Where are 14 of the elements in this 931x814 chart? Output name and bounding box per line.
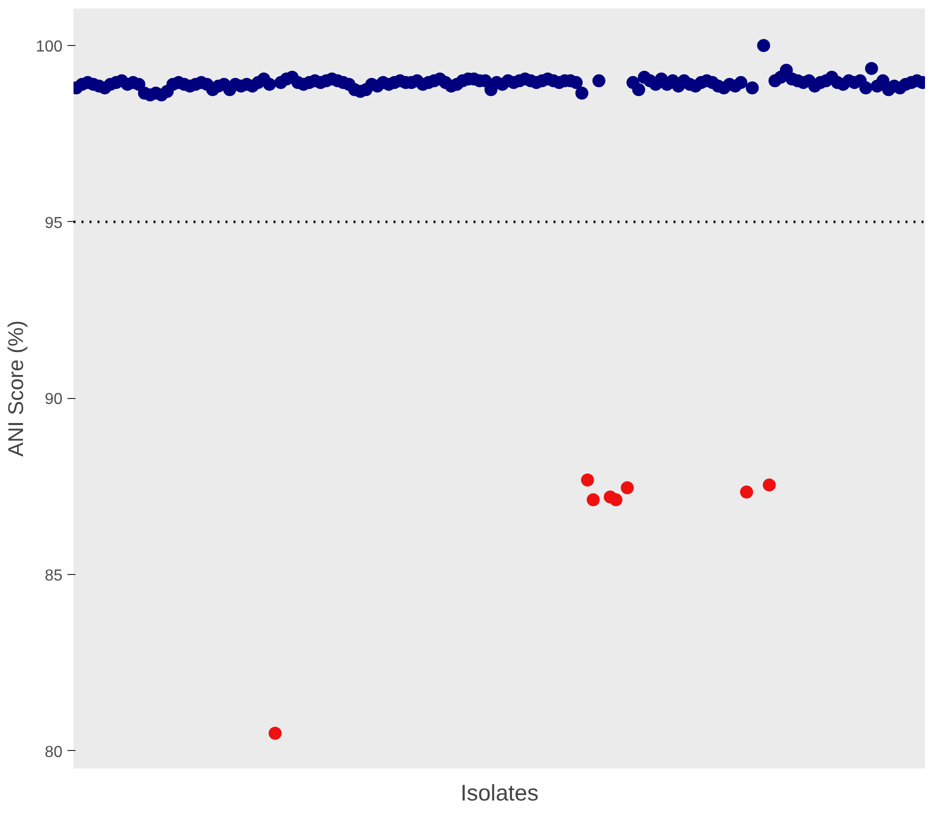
point bbox=[609, 493, 622, 506]
y-tick-label: 85 bbox=[44, 568, 63, 585]
point bbox=[620, 481, 634, 494]
y-axis-title: ANI Score (%) bbox=[4, 320, 28, 457]
y-tick-label: 80 bbox=[44, 744, 63, 761]
point bbox=[762, 478, 776, 492]
point bbox=[268, 726, 282, 740]
x-axis-title: Isolates bbox=[460, 780, 539, 806]
point bbox=[740, 486, 754, 498]
y-tick-label: 95 bbox=[44, 214, 63, 232]
point bbox=[581, 474, 594, 487]
y-tick-label: 100 bbox=[36, 38, 63, 56]
y-tick-label: 90 bbox=[44, 391, 63, 408]
point bbox=[586, 493, 600, 506]
